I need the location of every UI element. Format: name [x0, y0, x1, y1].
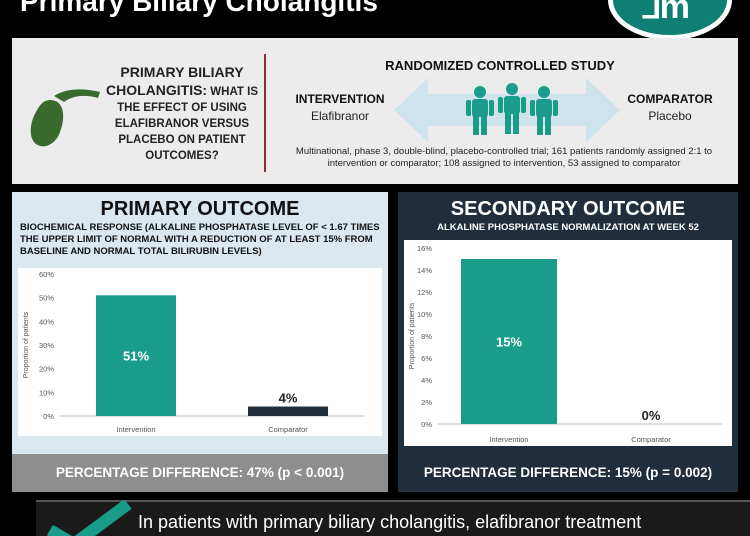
question-rest: WHAT IS THE EFFECT OF USING ELAFIBRANOR … [114, 86, 258, 162]
comparator-arm: COMPARATOR Placebo [610, 92, 730, 123]
divider [264, 54, 266, 172]
primary-outcome-panel: PRIMARY OUTCOME BIOCHEMICAL RESPONSE (AL… [12, 192, 388, 492]
data-label-comparator: 4% [279, 391, 298, 406]
primary-outcome-title: PRIMARY OUTCOME [100, 198, 300, 220]
y-axis-label: Proportion of patients [23, 311, 30, 378]
secondary-difference: PERCENTAGE DIFFERENCE: 15% (p = 0.002) [398, 454, 738, 492]
bar-intervention [96, 295, 176, 416]
primary-chart-box: Proportion of patients 0% 10% 20% 30% 40% 50% 6… [18, 268, 382, 436]
intervention-arm: INTERVENTION Elafibranor [282, 92, 398, 123]
y-tick-label: 30% [39, 341, 54, 350]
bar-comparator [248, 406, 328, 416]
y-tick-label: 8% [421, 332, 432, 341]
data-label-intervention: 15% [496, 335, 522, 350]
y-tick-label: 50% [39, 294, 54, 303]
intervention-drug: Elafibranor [310, 109, 370, 123]
gallbladder-icon [30, 89, 100, 147]
secondary-outcome-chart: Proportion of patients 0% 2% 4% 6% 8% 10% 12% 14… [409, 244, 722, 444]
comparator-label: COMPARATOR [627, 92, 713, 106]
primary-outcome-subtitle: BIOCHEMICAL RESPONSE (ALKALINE PHOSPHATA… [20, 222, 380, 257]
y-tick-label: 10% [39, 388, 54, 397]
intervention-label: INTERVENTION [295, 92, 385, 106]
conclusion-text: In patients with primary biliary cholang… [138, 512, 642, 532]
conclusion-banner: In patients with primary biliary cholang… [36, 500, 750, 536]
y-tick-label: 10% [417, 310, 432, 319]
y-tick-label: 14% [417, 266, 432, 275]
data-label-comparator: 0% [642, 408, 661, 423]
secondary-outcome-panel: SECONDARY OUTCOME ALKALINE PHOSPHATASE N… [398, 192, 738, 492]
y-tick-label: 20% [39, 365, 54, 374]
x-tick-label: Comparator [268, 425, 308, 434]
study-title: RANDOMIZED CONTROLLED STUDY [385, 58, 615, 73]
study-panel: PRIMARY BILIARY CHOLANGITIS: WHAT IS THE… [12, 38, 738, 184]
y-tick-label: 40% [39, 317, 54, 326]
question-lead: PRIMARY BILIARY CHOLANGITIS: [105, 64, 244, 98]
y-tick-label: 16% [417, 244, 432, 253]
data-label-intervention: 51% [123, 349, 149, 364]
y-tick-label: 6% [421, 354, 432, 363]
x-tick-label: Intervention [489, 435, 528, 444]
secondary-chart-box: Proportion of patients 0% 2% 4% 6% 8% 10% 12% 14… [404, 240, 732, 446]
bar-intervention [461, 259, 557, 424]
y-tick-label: 4% [421, 376, 432, 385]
primary-difference: PERCENTAGE DIFFERENCE: 47% (p < 0.001) [12, 454, 388, 492]
y-tick-label: 2% [421, 398, 432, 407]
research-question: PRIMARY BILIARY CHOLANGITIS: WHAT IS THE… [98, 64, 266, 164]
y-axis-label: Proportion of patients [409, 302, 416, 369]
y-tick-label: 12% [417, 288, 432, 297]
page-title: Primary Biliary Cholangitis [20, 0, 378, 17]
checkmark-icon [46, 500, 132, 536]
comparator-drug: Placebo [648, 109, 692, 123]
y-tick-label: 0% [421, 420, 432, 429]
study-design: Multinational, phase 3, double-blind, pl… [295, 146, 713, 169]
y-tick-label: 0% [43, 412, 54, 421]
people-icon [466, 83, 558, 135]
logo-mark-icon: ᒧm [641, 0, 690, 26]
secondary-outcome-subtitle: ALKALINE PHOSPHATASE NORMALIZATION AT WE… [437, 222, 699, 233]
secondary-outcome-title: SECONDARY OUTCOME [450, 198, 686, 220]
primary-outcome-chart: Proportion of patients 0% 10% 20% 30% 40% 50% 6… [23, 270, 364, 434]
x-tick-label: Intervention [116, 425, 155, 434]
journal-logo: ᒧm [608, 0, 732, 40]
x-tick-label: Comparator [631, 435, 671, 444]
y-tick-label: 60% [39, 270, 54, 279]
